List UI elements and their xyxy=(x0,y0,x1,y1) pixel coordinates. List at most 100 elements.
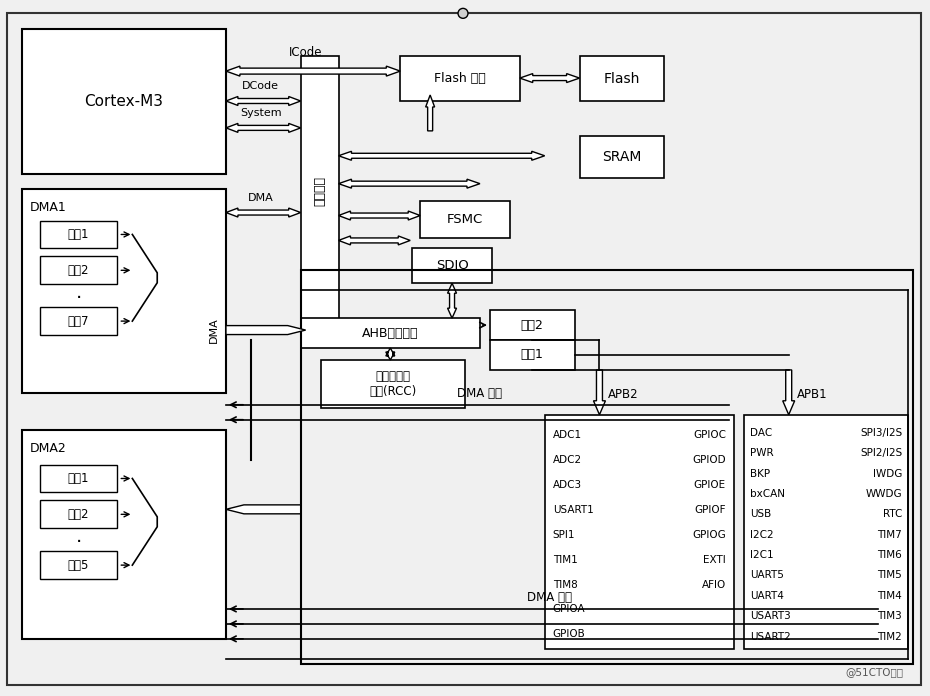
Polygon shape xyxy=(339,236,410,245)
Text: TIM7: TIM7 xyxy=(878,530,902,540)
Text: WWDG: WWDG xyxy=(866,489,902,499)
Text: GPIOD: GPIOD xyxy=(692,455,726,465)
Polygon shape xyxy=(226,66,400,76)
Text: SPI2/I2S: SPI2/I2S xyxy=(860,448,902,458)
Bar xyxy=(579,56,664,101)
Bar xyxy=(40,500,117,528)
Text: 通道2: 通道2 xyxy=(68,264,89,277)
Text: AHB系统总线: AHB系统总线 xyxy=(362,326,419,340)
Text: TIM4: TIM4 xyxy=(878,591,902,601)
Text: bxCAN: bxCAN xyxy=(750,489,785,499)
Text: PWR: PWR xyxy=(750,448,774,458)
Polygon shape xyxy=(339,179,480,188)
Polygon shape xyxy=(593,370,605,415)
Text: IWDG: IWDG xyxy=(873,468,902,479)
Text: GPIOE: GPIOE xyxy=(694,480,726,490)
Bar xyxy=(579,136,664,177)
Bar xyxy=(21,429,226,639)
Text: ·: · xyxy=(75,533,82,552)
Text: DAC: DAC xyxy=(750,428,772,438)
Text: System: System xyxy=(240,108,282,118)
Polygon shape xyxy=(386,348,394,360)
Text: 通道1: 通道1 xyxy=(68,472,89,485)
Text: 桥接2: 桥接2 xyxy=(521,319,544,331)
Bar xyxy=(40,221,117,248)
Text: GPIOG: GPIOG xyxy=(692,530,726,540)
Text: 桥接1: 桥接1 xyxy=(521,349,544,361)
Bar xyxy=(420,200,510,239)
Text: 通道1: 通道1 xyxy=(68,228,89,241)
Text: ICode: ICode xyxy=(289,46,323,59)
Text: FSMC: FSMC xyxy=(447,213,483,226)
Text: 总线矩阵: 总线矩阵 xyxy=(313,175,326,205)
Polygon shape xyxy=(426,95,434,131)
Polygon shape xyxy=(339,211,420,220)
Text: 通道5: 通道5 xyxy=(68,559,89,571)
Polygon shape xyxy=(520,74,579,83)
Text: 通道2: 通道2 xyxy=(68,508,89,521)
Text: TIM2: TIM2 xyxy=(878,631,902,642)
Polygon shape xyxy=(226,505,300,514)
Text: USB: USB xyxy=(750,509,771,519)
Text: SPI3/I2S: SPI3/I2S xyxy=(860,428,902,438)
Circle shape xyxy=(458,8,468,18)
Bar xyxy=(40,256,117,284)
Text: GPIOA: GPIOA xyxy=(552,604,585,615)
Polygon shape xyxy=(783,370,794,415)
Text: TIM6: TIM6 xyxy=(878,550,902,560)
Text: Flash 接口: Flash 接口 xyxy=(434,72,485,85)
Text: SRAM: SRAM xyxy=(603,150,642,164)
Text: APB2: APB2 xyxy=(607,388,638,402)
Text: DMA: DMA xyxy=(209,317,219,343)
Polygon shape xyxy=(226,208,300,217)
Text: GPIOF: GPIOF xyxy=(695,505,726,515)
Polygon shape xyxy=(226,326,306,335)
Text: @51CTO博客: @51CTO博客 xyxy=(845,667,903,677)
Bar xyxy=(21,29,226,174)
Bar xyxy=(321,360,465,408)
Text: DMA1: DMA1 xyxy=(30,200,66,214)
Polygon shape xyxy=(226,97,300,106)
Polygon shape xyxy=(226,123,300,132)
Text: DMA: DMA xyxy=(248,193,273,203)
Bar xyxy=(40,307,117,335)
Text: ·: · xyxy=(75,290,82,308)
Polygon shape xyxy=(339,151,545,160)
Text: UART4: UART4 xyxy=(750,591,784,601)
Text: Flash: Flash xyxy=(604,72,640,86)
Text: SDIO: SDIO xyxy=(435,260,469,272)
Text: USART2: USART2 xyxy=(750,631,790,642)
Bar xyxy=(21,189,226,393)
Text: TIM5: TIM5 xyxy=(878,571,902,580)
Text: TIM1: TIM1 xyxy=(552,555,578,564)
Text: USART1: USART1 xyxy=(552,505,593,515)
Bar xyxy=(40,464,117,493)
Text: I2C1: I2C1 xyxy=(750,550,774,560)
Text: DMA 请求: DMA 请求 xyxy=(458,387,502,400)
Text: SPI1: SPI1 xyxy=(552,530,575,540)
Text: GPIOB: GPIOB xyxy=(552,629,585,640)
Text: DCode: DCode xyxy=(243,81,279,91)
Text: Cortex-M3: Cortex-M3 xyxy=(85,94,164,109)
Text: UART5: UART5 xyxy=(750,571,784,580)
Bar xyxy=(412,248,492,283)
Text: ADC2: ADC2 xyxy=(552,455,582,465)
Polygon shape xyxy=(447,283,457,318)
Bar xyxy=(490,340,575,370)
Bar xyxy=(744,415,909,649)
Bar xyxy=(490,310,575,340)
Text: USART3: USART3 xyxy=(750,611,790,622)
Text: EXTI: EXTI xyxy=(703,555,726,564)
Text: ADC1: ADC1 xyxy=(552,430,582,440)
Text: APB1: APB1 xyxy=(797,388,828,402)
Text: AFIO: AFIO xyxy=(702,580,726,590)
Text: RTC: RTC xyxy=(883,509,902,519)
Bar xyxy=(545,415,734,649)
Bar xyxy=(300,56,339,325)
Text: DMA 请求: DMA 请求 xyxy=(527,591,572,604)
Text: 复位和时钟
控制(RCC): 复位和时钟 控制(RCC) xyxy=(369,370,417,398)
Text: BKP: BKP xyxy=(750,468,770,479)
Text: TIM8: TIM8 xyxy=(552,580,578,590)
Bar xyxy=(300,270,913,664)
Text: GPIOC: GPIOC xyxy=(693,430,726,440)
